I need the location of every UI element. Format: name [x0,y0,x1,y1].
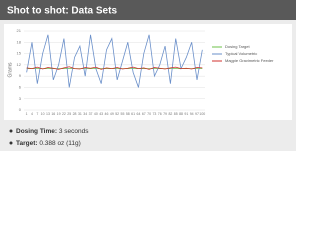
legend-label: Dosing Target [225,44,250,49]
x-tick-label: 64 [137,112,141,116]
y-tick-label: 6 [19,84,22,89]
legend-label: Magpie Gravimetric Feeder [225,58,274,63]
x-tick-label: 13 [46,112,50,116]
x-tick-label: 34 [83,112,87,116]
x-tick-label: 61 [131,112,135,116]
x-tick-label: 25 [67,112,71,116]
x-tick-label: 52 [115,112,119,116]
x-tick-label: 40 [94,112,98,116]
series-line [26,66,203,70]
bullet-text: 3 seconds [59,128,89,135]
x-tick-label: 46 [105,112,109,116]
x-tick-label: 97 [195,112,199,116]
y-axis-label: Grams [7,62,13,78]
title-band [0,0,296,20]
x-tick-label: 82 [168,112,172,116]
x-tick-label: 70 [147,112,151,116]
y-tick-label: 15 [17,51,22,56]
x-tick-label: 31 [78,112,82,116]
legend-label: Typical Volumetric [225,51,257,56]
x-tick-label: 49 [110,112,114,116]
x-tick-label: 76 [158,112,162,116]
y-tick-label: 12 [17,62,22,67]
x-tick-label: 19 [57,112,61,116]
x-tick-label: 94 [190,112,194,116]
x-tick-label: 1 [26,112,28,116]
x-tick-label: 37 [89,112,93,116]
bullet-label: Target: [16,140,38,147]
x-tick-label: 100 [199,112,205,116]
x-tick-label: 28 [73,112,77,116]
bullet-dot [9,141,13,145]
x-tick-label: 7 [36,112,38,116]
bullet-dot [9,129,13,133]
x-tick-label: 10 [41,112,45,116]
x-tick-label: 85 [174,112,178,116]
bullet: Target: 0.388 oz (11g) [16,140,81,147]
bullet-text: 0.388 oz (11g) [39,140,80,147]
x-tick-label: 79 [163,112,167,116]
x-tick-label: 91 [184,112,188,116]
bullet-label: Dosing Time: [16,128,57,135]
x-tick-label: 73 [152,112,156,116]
x-tick-label: 58 [126,112,130,116]
x-tick-label: 4 [31,112,33,116]
slide-title: Shot to shot: Data Sets [7,6,117,17]
x-tick-label: 55 [121,112,125,116]
x-tick-label: 88 [179,112,183,116]
x-tick-label: 67 [142,112,146,116]
slide: Shot to shot: Data Sets Grams Dosing Tim… [0,0,296,151]
y-tick-label: 18 [17,39,22,44]
y-tick-label: 0 [19,107,22,112]
bullet: Dosing Time: 3 seconds [16,128,89,135]
series-line [26,34,203,88]
y-tick-label: 3 [19,96,22,101]
x-tick-label: 16 [51,112,55,116]
x-tick-label: 22 [62,112,66,116]
y-tick-label: 9 [19,73,22,78]
x-tick-label: 43 [99,112,103,116]
y-tick-label: 21 [17,28,22,33]
